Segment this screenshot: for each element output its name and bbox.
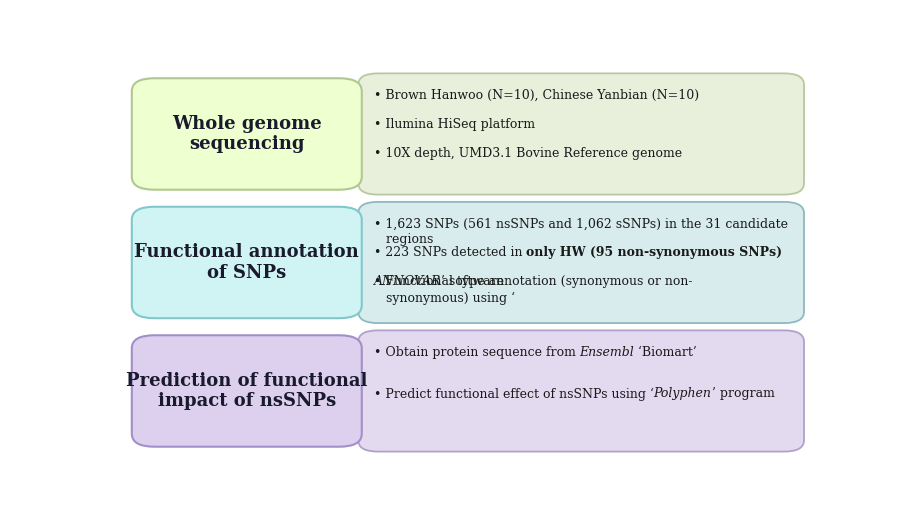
Text: Whole genome
sequencing: Whole genome sequencing (172, 114, 321, 153)
FancyBboxPatch shape (131, 78, 362, 190)
Text: • 10X depth, UMD3.1 Bovine Reference genome: • 10X depth, UMD3.1 Bovine Reference gen… (373, 147, 682, 160)
FancyBboxPatch shape (131, 207, 362, 318)
FancyBboxPatch shape (358, 330, 804, 452)
Text: • 223 SNPs detected in: • 223 SNPs detected in (373, 246, 526, 259)
Text: only HW (95 non-synonymous SNPs): only HW (95 non-synonymous SNPs) (526, 246, 782, 259)
Text: ANNOVAR: ANNOVAR (373, 275, 441, 288)
Text: Polyphen: Polyphen (654, 387, 711, 401)
FancyBboxPatch shape (358, 202, 804, 323)
Text: Ensembl: Ensembl (580, 346, 635, 359)
Text: ’ program: ’ program (711, 387, 774, 401)
FancyBboxPatch shape (131, 335, 362, 447)
Text: ’ software: ’ software (441, 275, 504, 288)
Text: • Predict functional effect of nsSNPs using ‘: • Predict functional effect of nsSNPs us… (373, 387, 654, 401)
Text: • Functional type annotation (synonymous or non-
   synonymous) using ‘: • Functional type annotation (synonymous… (373, 275, 692, 305)
Text: ‘Biomart’: ‘Biomart’ (635, 346, 698, 359)
Text: Functional annotation
of SNPs: Functional annotation of SNPs (134, 243, 359, 282)
Text: • Brown Hanwoo (N=10), Chinese Yanbian (N=10): • Brown Hanwoo (N=10), Chinese Yanbian (… (373, 89, 699, 102)
Text: • Obtain protein sequence from: • Obtain protein sequence from (373, 346, 580, 359)
Text: • 1,623 SNPs (561 nsSNPs and 1,062 sSNPs) in the 31 candidate
   regions: • 1,623 SNPs (561 nsSNPs and 1,062 sSNPs… (373, 217, 788, 246)
Text: Prediction of functional
impact of nsSNPs: Prediction of functional impact of nsSNP… (126, 372, 368, 411)
Text: • Ilumina HiSeq platform: • Ilumina HiSeq platform (373, 118, 535, 131)
FancyBboxPatch shape (358, 73, 804, 194)
